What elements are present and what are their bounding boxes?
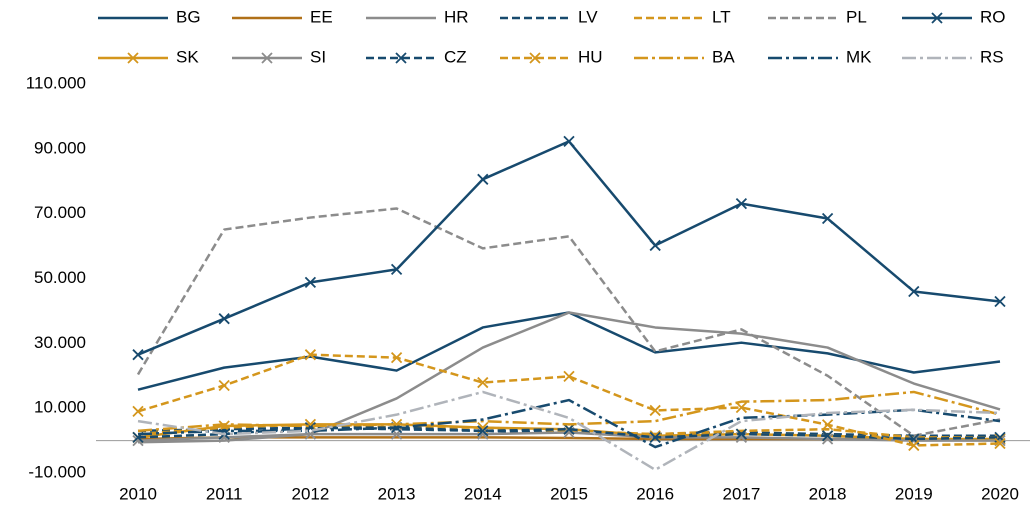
marker — [132, 349, 144, 361]
marker — [994, 433, 1006, 445]
marker — [390, 263, 403, 276]
legend-marker — [127, 52, 139, 64]
y-tick-label: 30.000 — [34, 333, 86, 352]
marker — [908, 285, 920, 298]
x-tick-label: 2019 — [895, 484, 933, 503]
series-line — [137, 390, 1001, 433]
x-tick-label: 2011 — [206, 484, 243, 503]
legend-label: MK — [846, 47, 872, 66]
marker — [477, 376, 489, 389]
marker — [477, 425, 489, 437]
series-line — [137, 140, 1001, 356]
legend-label: HU — [578, 47, 603, 66]
series-line — [137, 353, 1001, 447]
x-tick-label: 2012 — [291, 484, 329, 503]
marker — [649, 430, 661, 442]
y-tick-label: 110.000 — [26, 73, 86, 92]
legend-label: BG — [176, 7, 201, 26]
y-tick-label: 50.000 — [34, 268, 86, 287]
marker — [735, 197, 748, 210]
legend-label: RS — [980, 47, 1004, 66]
legend-label: CZ — [444, 47, 467, 66]
legend-marker — [261, 52, 273, 64]
series-line — [137, 311, 1001, 391]
series-line — [136, 207, 1001, 437]
legend-label: PL — [846, 7, 867, 26]
legend-label: SI — [310, 47, 326, 66]
legend-label: EE — [310, 7, 333, 26]
x-tick-label: 2010 — [119, 484, 157, 503]
y-tick-label: 10.000 — [34, 398, 86, 417]
legend-label: LV — [578, 7, 598, 26]
x-tick-label: 2018 — [809, 484, 847, 503]
marker — [563, 423, 575, 435]
legend-marker — [931, 12, 943, 24]
x-tick-label: 2017 — [722, 484, 760, 503]
marker — [390, 351, 403, 364]
legend-label: HR — [444, 7, 469, 26]
marker — [649, 239, 661, 252]
marker — [218, 313, 230, 325]
legend-marker — [395, 52, 407, 64]
legend-label: BA — [712, 47, 735, 66]
marker — [649, 404, 661, 417]
x-tick-label: 2014 — [464, 484, 502, 503]
marker — [821, 430, 834, 442]
marker — [821, 212, 834, 225]
y-tick-label: 90.000 — [34, 138, 86, 157]
marker — [218, 420, 230, 432]
marker — [735, 401, 748, 414]
marker — [735, 428, 748, 440]
marker — [563, 135, 575, 148]
marker — [994, 295, 1006, 308]
marker — [218, 379, 230, 392]
marker — [994, 437, 1006, 450]
legend-label: RO — [980, 7, 1006, 26]
marker — [821, 419, 834, 431]
marker — [563, 370, 575, 383]
marker — [908, 439, 920, 452]
marker — [477, 173, 489, 185]
y-tick-label: 70.000 — [34, 203, 86, 222]
legend-label: SK — [176, 47, 199, 66]
x-tick-label: 2016 — [636, 484, 674, 503]
y-tick-label: -10.000 — [28, 462, 86, 481]
marker — [304, 276, 317, 289]
marker — [649, 431, 661, 443]
x-tick-label: 2015 — [550, 484, 588, 503]
legend-label: LT — [712, 7, 731, 26]
marker — [304, 349, 317, 361]
legend-marker — [529, 52, 541, 64]
x-tick-label: 2013 — [378, 484, 416, 503]
marker — [132, 405, 144, 418]
series-line — [137, 390, 1001, 472]
x-tick-label: 2020 — [981, 484, 1019, 503]
